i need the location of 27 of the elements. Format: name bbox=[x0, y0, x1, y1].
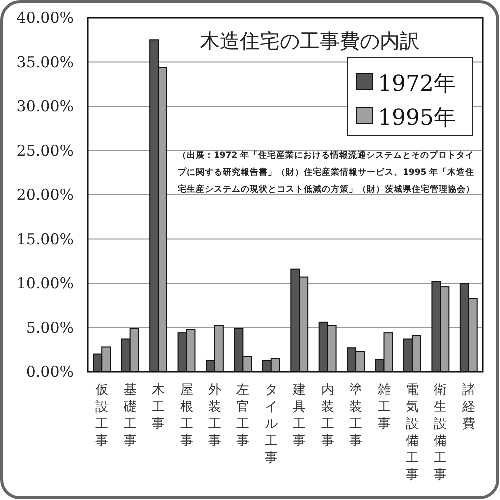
x-tick-label: 内装工事 bbox=[320, 382, 335, 450]
y-tick-label: 35.00% bbox=[16, 53, 74, 72]
x-tick-label: 屋根工事 bbox=[180, 382, 194, 450]
y-tick-label: 5.00% bbox=[26, 318, 74, 337]
y-tick-label: 15.00% bbox=[16, 230, 74, 248]
x-tick-label: 外装工事 bbox=[208, 382, 222, 450]
x-tick-label: 塗装工事 bbox=[349, 382, 364, 450]
y-tick-label: 10.00% bbox=[16, 274, 74, 292]
x-tick-label: 衛生設備工事 bbox=[434, 382, 448, 484]
x-tick-label: 諸経費 bbox=[462, 382, 476, 433]
x-tick-label: タイル工事 bbox=[264, 382, 278, 467]
y-tick-label: 25.00% bbox=[16, 142, 74, 160]
y-tick-label: 30.00% bbox=[16, 98, 74, 116]
x-tick-label: 左官工事 bbox=[236, 382, 250, 450]
annotation: （出展：1972 年「住宅産業における情報流通システムとそのプロトタイプに関する研究報告書」（財）住宅産業情報サービス、1995 年「木造住宅生産システムの現状とコスト低減の方策」（財）茨城県住宅管理協会） bbox=[178, 150, 476, 197]
x-tick-label: 基礎工事 bbox=[123, 382, 138, 450]
x-tick-label: 木工事 bbox=[152, 382, 166, 433]
x-tick-label: 建具工事 bbox=[292, 382, 307, 450]
x-tick-label: 雑工事 bbox=[377, 382, 392, 433]
y-tick-label: 0.00% bbox=[26, 363, 74, 381]
x-tick-label: 仮設工事 bbox=[95, 382, 110, 450]
legend-label: 1995年 bbox=[378, 106, 456, 131]
text: 木造住宅の工事費の内訳 bbox=[200, 29, 420, 53]
y-tick-label: 40.00% bbox=[16, 9, 74, 27]
y-tick-label: 20.00% bbox=[16, 186, 74, 204]
x-tick-label: 電気設備工事 bbox=[405, 382, 420, 484]
legend-label: 1972年 bbox=[378, 72, 456, 97]
